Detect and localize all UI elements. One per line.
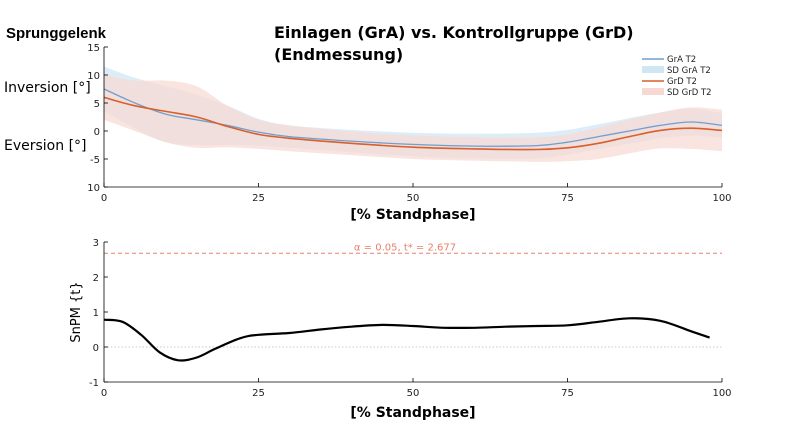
sd-band-grd bbox=[104, 75, 722, 162]
x-tick-label: 75 bbox=[561, 193, 574, 204]
chart-title-line1: Einlagen (GrA) vs. Kontrollgruppe (GrD) bbox=[274, 23, 634, 42]
x-tick-label: 100 bbox=[712, 193, 731, 204]
y-tick-label: 10 bbox=[87, 71, 100, 82]
legend-label: GrA T2 bbox=[667, 55, 696, 65]
chart-title-line2: (Endmessung) bbox=[274, 45, 404, 64]
x-axis-title: [% Standphase] bbox=[350, 207, 475, 223]
y-tick-label: -1 bbox=[89, 378, 99, 389]
inversion-label: Inversion [°] bbox=[4, 80, 91, 96]
y-tick-label: 10 bbox=[87, 183, 100, 194]
threshold-label: α = 0.05, t* = 2.677 bbox=[354, 242, 456, 253]
x-tick-label: 50 bbox=[407, 388, 420, 399]
x-tick-label: 0 bbox=[101, 388, 107, 399]
snpm-curve bbox=[103, 317, 710, 362]
x-axis-title: [% Standphase] bbox=[350, 405, 475, 421]
x-tick-label: 25 bbox=[252, 193, 265, 204]
y-tick-label: 5 bbox=[94, 99, 100, 110]
y-tick-label: 0 bbox=[93, 343, 99, 354]
x-tick-label: 25 bbox=[252, 388, 265, 399]
eversion-label: Eversion [°] bbox=[4, 138, 87, 154]
legend-label: SD GrD T2 bbox=[667, 88, 712, 98]
legend-swatch bbox=[642, 66, 664, 73]
y-axis-title: SnPM {t} bbox=[69, 281, 84, 342]
x-tick-label: 0 bbox=[101, 193, 107, 204]
legend-label: GrD T2 bbox=[667, 77, 697, 87]
y-tick-label: 1 bbox=[93, 308, 99, 319]
y-tick-label: 0 bbox=[94, 127, 100, 138]
legend-swatch bbox=[642, 88, 664, 95]
y-tick-label: -5 bbox=[90, 155, 100, 166]
x-tick-label: 100 bbox=[712, 388, 731, 399]
series-line-gra-t2 bbox=[103, 88, 723, 147]
y-tick-label: 15 bbox=[87, 43, 100, 54]
x-tick-label: 75 bbox=[561, 388, 574, 399]
y-tick-label: 2 bbox=[93, 273, 99, 284]
x-tick-label: 50 bbox=[407, 193, 420, 204]
legend-label: SD GrA T2 bbox=[667, 66, 711, 76]
y-tick-label: 3 bbox=[93, 238, 99, 249]
joint-label: Sprunggelenk bbox=[6, 25, 107, 42]
series-line-grd-t2 bbox=[103, 96, 723, 151]
chart-title: Einlagen (GrA) vs. Kontrollgruppe (GrD) … bbox=[274, 22, 634, 66]
